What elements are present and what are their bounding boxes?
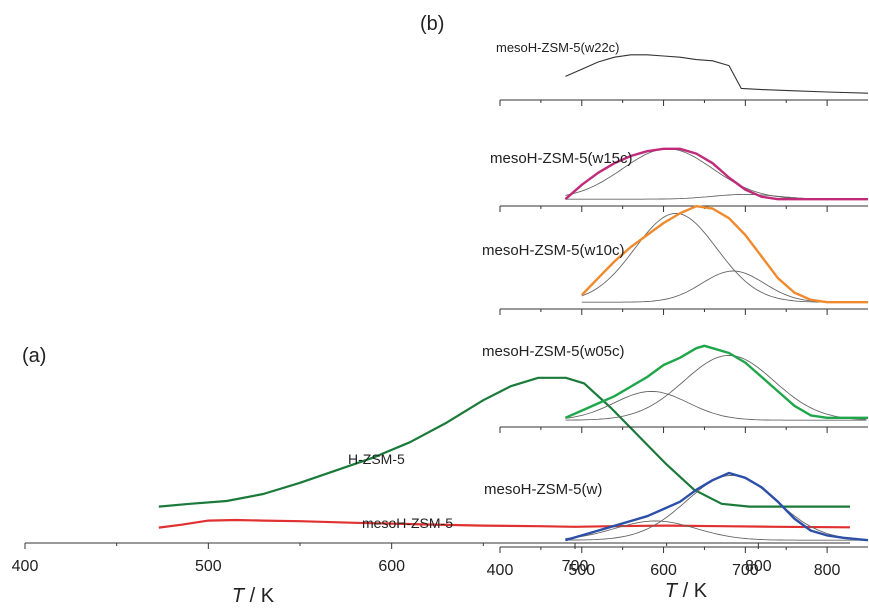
x-tick-label: 600	[378, 558, 405, 575]
fit-component	[565, 520, 867, 541]
series-line-h-zsm-5	[158, 376, 850, 508]
series-label-h-zsm5: H-ZSM-5	[348, 451, 405, 467]
panel-b-rows: mesoH-ZSM-5(w22c) mesoH-ZSM-5(w15c) mesoH-…	[482, 40, 869, 579]
x-tick-label: 500	[195, 558, 222, 575]
series-label-mesoh-zsm-5-w10c: mesoH-ZSM-5(w10c)	[482, 242, 625, 259]
fit-component	[565, 474, 867, 541]
row-mesoh-zsm-5-w05c: mesoH-ZSM-5(w05c)	[482, 343, 868, 433]
x-tick-label: 800	[814, 562, 841, 579]
series-line-mesoh-zsm-5-w	[565, 471, 869, 542]
panel-a-x-label: T / K	[232, 585, 275, 607]
panel-a-label: (a)	[22, 345, 46, 367]
x-tick-label: 800	[745, 558, 772, 575]
series-line-mesoh-zsm-5-w10c	[580, 205, 868, 304]
x-tick-label: 700	[732, 562, 759, 579]
row-mesoh-zsm-5-w10c: mesoH-ZSM-5(w10c)	[482, 205, 868, 315]
panel-b-x-label: T / K	[665, 580, 708, 602]
panel-a-series	[158, 376, 851, 529]
fit-component	[565, 390, 867, 421]
x-tick-label: 500	[568, 562, 595, 579]
row-mesoh-zsm-5-w22c: mesoH-ZSM-5(w22c)	[496, 40, 869, 106]
x-tick-label: 600	[650, 562, 677, 579]
panel-a-x-ticks: 400 500 600 700 800	[12, 543, 772, 575]
fit-component	[581, 270, 867, 303]
series-line-mesoh-zsm-5	[158, 518, 851, 529]
series-line-mesoh-zsm-5-w22c	[565, 54, 869, 94]
panel-b-label: (b)	[420, 13, 444, 35]
series-line-mesoh-zsm-5-w05c	[564, 344, 868, 419]
series-label-mesoh-zsm-5-w15c: mesoH-ZSM-5(w15c)	[490, 150, 633, 167]
series-label-mesoh-zsm-5-w05c: mesoH-ZSM-5(w05c)	[482, 343, 625, 360]
series-label-mesoh-zsm-5-w: mesoH-ZSM-5(w)	[484, 481, 602, 498]
series-label-mesoh-zsm5: mesoH-ZSM-5	[362, 515, 453, 531]
series-line-mesoh-zsm-5-w15c	[564, 147, 868, 201]
panel-a: (a) 400 500 600 700 800 H-ZSM-5 mesoH-ZSM-5 …	[12, 345, 851, 607]
row-mesoh-zsm-5-w15c: mesoH-ZSM-5(w15c)	[490, 147, 868, 212]
x-tick-label: 400	[487, 562, 514, 579]
fit-component	[565, 354, 867, 421]
x-tick-label: 400	[12, 558, 39, 575]
series-label-mesoh-zsm-5-w22c: mesoH-ZSM-5(w22c)	[496, 40, 620, 55]
panel-b: (b) mesoH-ZSM-5(w22c)mesoH-ZSM-5(w15c)me…	[420, 13, 869, 602]
row-mesoh-zsm-5-w: mesoH-ZSM-5(w)	[484, 471, 869, 553]
x-tick-label: 700	[562, 558, 589, 575]
